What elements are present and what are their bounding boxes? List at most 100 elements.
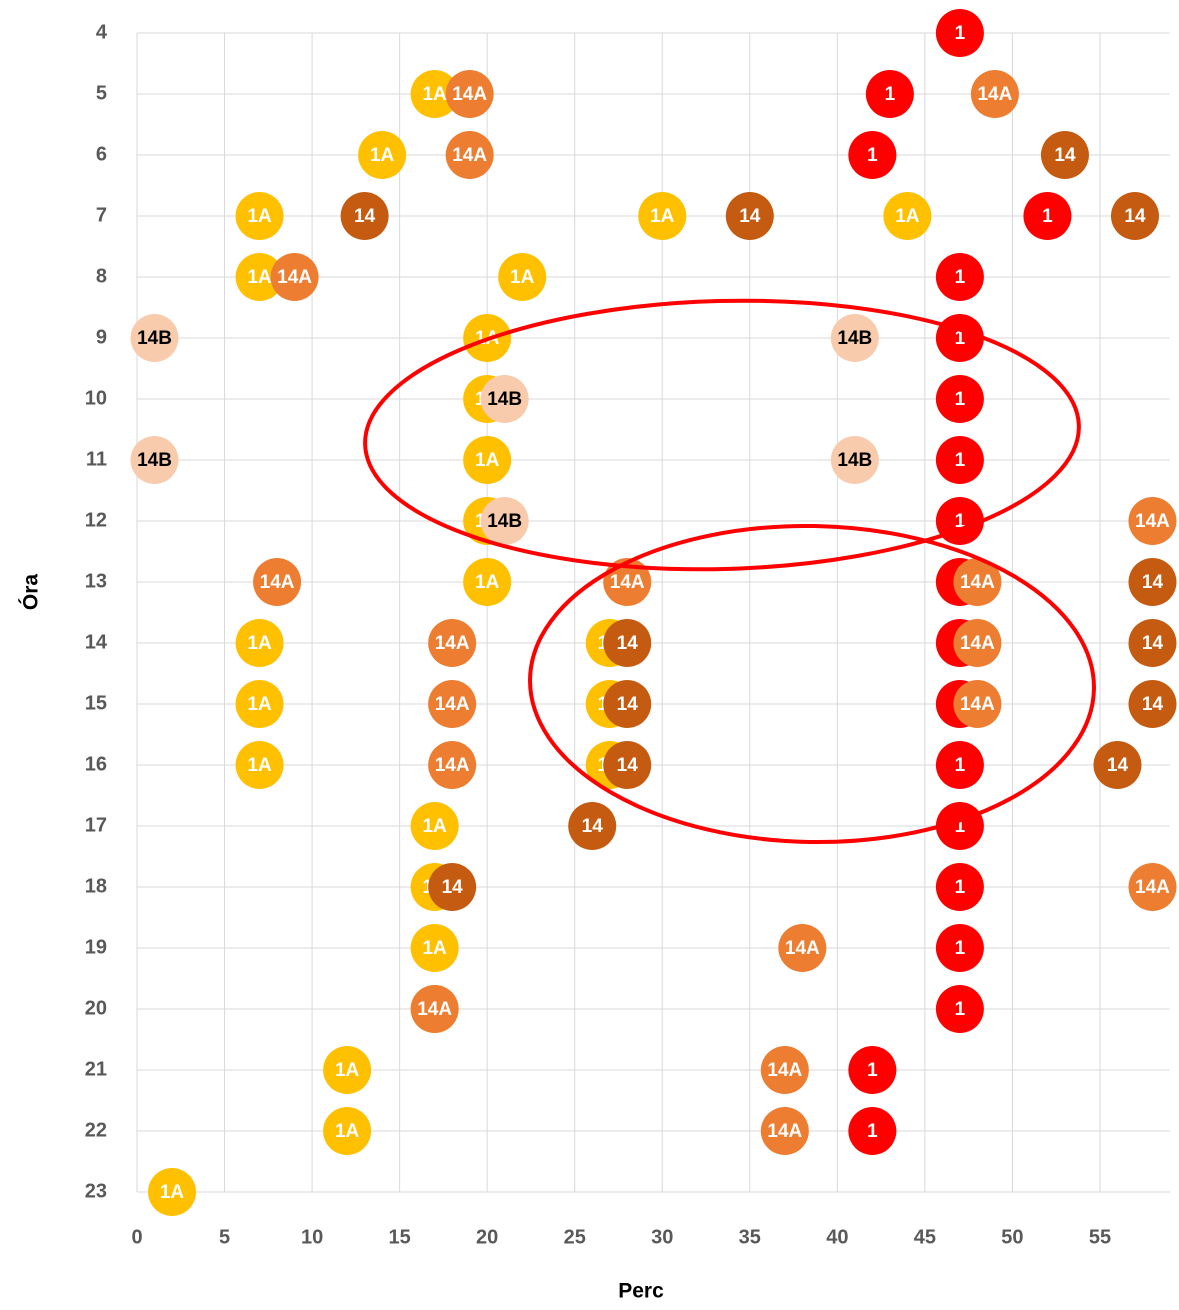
point-label: 14 — [1142, 633, 1164, 654]
point — [953, 619, 1002, 667]
point — [953, 680, 1002, 728]
point-label: 1A — [510, 267, 535, 288]
point — [323, 1046, 372, 1094]
point-label: 14A — [1135, 877, 1170, 898]
point-label: 1A — [422, 816, 447, 837]
y-tick-label: 8 — [96, 265, 107, 287]
point — [935, 924, 984, 972]
y-tick-label: 7 — [96, 204, 107, 226]
y-tick-label: 10 — [85, 387, 107, 409]
point-label: 14 — [442, 877, 464, 898]
point — [935, 985, 984, 1033]
point-label: 14B — [487, 389, 522, 410]
x-tick-label: 20 — [476, 1226, 498, 1248]
point — [935, 253, 984, 301]
y-tick-label: 20 — [85, 997, 107, 1019]
point-label: 14B — [487, 511, 522, 532]
point — [865, 70, 914, 118]
point-label: 1A — [895, 206, 920, 227]
y-tick-label: 15 — [85, 692, 107, 714]
point — [1128, 558, 1177, 606]
point-label: 14 — [739, 206, 761, 227]
x-axis-title: Perc — [618, 1280, 664, 1303]
highlight-ellipse — [363, 298, 1081, 572]
point — [130, 314, 179, 362]
point-label: 14 — [582, 816, 604, 837]
point — [778, 924, 827, 972]
point — [410, 70, 459, 118]
point-label: 14A — [767, 1060, 802, 1081]
point-label: 14B — [137, 328, 172, 349]
x-tick-label: 30 — [651, 1226, 673, 1248]
point — [253, 558, 302, 606]
point — [1128, 680, 1177, 728]
y-tick-label: 18 — [85, 875, 107, 897]
point-label: 14A — [417, 999, 452, 1020]
point — [848, 1107, 897, 1155]
point-label: 1 — [955, 389, 966, 410]
y-tick-label: 22 — [85, 1119, 107, 1141]
point-label: 14A — [960, 633, 995, 654]
point — [428, 680, 477, 728]
point-label: 1 — [885, 84, 896, 105]
point-label: 1 — [955, 999, 966, 1020]
point — [410, 985, 459, 1033]
point-label: 14A — [452, 84, 487, 105]
plot-area: 11111111111111111111A1A1A1A1A1A1A1A1A1A1… — [130, 9, 1177, 1216]
point-label: 1A — [247, 633, 272, 654]
point-label: 14 — [617, 633, 639, 654]
point-label: 14 — [1054, 145, 1076, 166]
point — [830, 314, 879, 362]
point — [463, 558, 512, 606]
point-label: 14B — [837, 328, 872, 349]
point — [1110, 192, 1159, 240]
point — [130, 436, 179, 484]
point — [340, 192, 389, 240]
point-label: 14 — [1124, 206, 1146, 227]
y-tick-label: 4 — [96, 21, 108, 43]
point-label: 1A — [335, 1121, 360, 1142]
point-label: 1 — [955, 267, 966, 288]
point-label: 14B — [837, 450, 872, 471]
y-tick-label: 14 — [85, 631, 108, 653]
point — [568, 802, 617, 850]
point — [235, 680, 284, 728]
point-label: 14A — [767, 1121, 802, 1142]
point-label: 1A — [422, 84, 447, 105]
point — [270, 253, 319, 301]
point-label: 1A — [247, 206, 272, 227]
point — [848, 1046, 897, 1094]
x-tick-label: 15 — [389, 1226, 411, 1248]
point-label: 14A — [435, 694, 470, 715]
y-axis-title: Óra — [19, 574, 43, 611]
point — [428, 741, 477, 789]
x-tick-label: 50 — [1001, 1226, 1023, 1248]
point — [498, 253, 547, 301]
point — [1128, 619, 1177, 667]
point-label: 1 — [867, 1121, 878, 1142]
point — [235, 192, 284, 240]
x-tick-label: 5 — [219, 1226, 230, 1248]
point-label: 1A — [475, 450, 500, 471]
point — [953, 558, 1002, 606]
point — [1040, 131, 1089, 179]
point-label: 14A — [452, 145, 487, 166]
point — [935, 863, 984, 911]
point-label: 1 — [955, 23, 966, 44]
point-label: 1 — [955, 328, 966, 349]
point — [410, 802, 459, 850]
x-tick-label: 55 — [1089, 1226, 1111, 1248]
y-tick-label: 9 — [96, 326, 107, 348]
point-label: 14A — [960, 572, 995, 593]
point-label: 1 — [955, 511, 966, 532]
point — [725, 192, 774, 240]
point-label: 14A — [785, 938, 820, 959]
point — [603, 680, 652, 728]
point — [935, 741, 984, 789]
x-tick-label: 0 — [131, 1226, 142, 1248]
point-label: 1A — [247, 694, 272, 715]
y-tick-label: 6 — [96, 143, 107, 165]
point — [358, 131, 407, 179]
point-label: 14 — [617, 755, 639, 776]
grid: 0 5 10 15 20 25 30 35 40 45 50 55456789101112131415… — [85, 21, 1170, 1248]
